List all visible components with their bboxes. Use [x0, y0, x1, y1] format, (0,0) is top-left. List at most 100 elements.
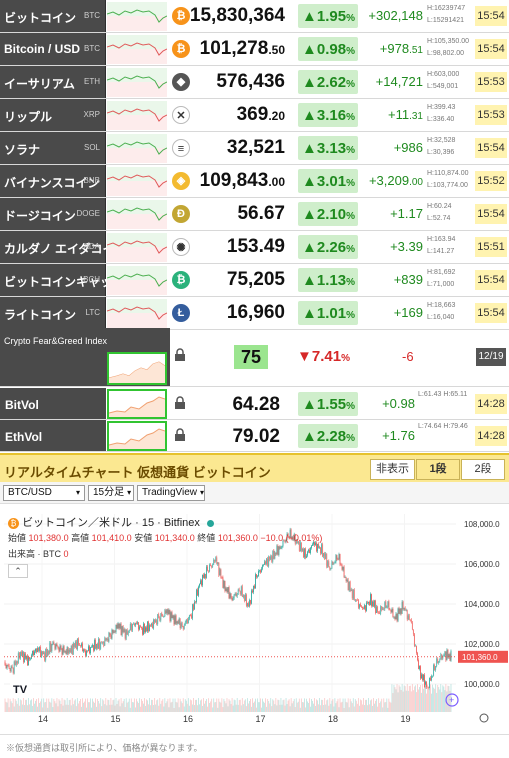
- candle-body: [287, 533, 289, 537]
- candle-body: [169, 610, 171, 621]
- tab-hide[interactable]: 非表示: [370, 459, 415, 480]
- candle-body: [223, 580, 225, 588]
- ticker-name-cell: バイナンスコイン BNB: [0, 165, 106, 197]
- candle-body: [133, 623, 135, 626]
- candle-body: [288, 536, 290, 538]
- ticker-row[interactable]: ビットコイン BTC ₿ 15,830,364 ▲1.95% +302,148 …: [0, 0, 509, 33]
- ticker-row[interactable]: バイナンスコイン BNB ◈ 109,843.00 ▲3.01% +3,209.…: [0, 165, 509, 198]
- volume-bar: [188, 705, 190, 712]
- volume-bar: [328, 705, 330, 712]
- volume-bar: [39, 702, 40, 712]
- ticker-symbol: BTC: [84, 11, 100, 20]
- pair-select[interactable]: BTC/USD ▾: [3, 485, 85, 501]
- candle-body: [186, 619, 188, 623]
- ticker-row[interactable]: イーサリアム ETH ◆ 576,436 ▲2.62% +14,721 H:60…: [0, 66, 509, 99]
- ticker-sparkline: [106, 233, 168, 262]
- interval-select[interactable]: 15分足 ▾: [88, 485, 134, 501]
- ticker-row[interactable]: ビットコインキャッシュ BCH ₿ 75,205 ▲1.13% +839 H:8…: [0, 264, 509, 297]
- volume-bar: [114, 705, 116, 712]
- ticker-pct-value: 3.16: [316, 107, 347, 124]
- volume-bar: [74, 699, 76, 712]
- candle-body: [373, 601, 374, 607]
- ticker-row[interactable]: リップル XRP ✕ 369.20 ▲3.16% +11.31 H:399.43…: [0, 99, 509, 132]
- x-tick-label: 19: [401, 714, 411, 724]
- ticker-high: H:603,000: [427, 71, 460, 78]
- candlestick-chart[interactable]: 108,000.0 106,000.0 104,000.0 102,000.0 100,…: [0, 504, 509, 732]
- tab-one-row[interactable]: 1段: [416, 459, 460, 480]
- ticker-row[interactable]: ドージコイン DOGE Ð 56.67 ▲2.10% +1.17 H:60.24…: [0, 198, 509, 231]
- candle-body: [245, 594, 247, 606]
- candle-body: [112, 629, 114, 633]
- ticker-row[interactable]: カルダノ エイダコイン ADA ✺ 153.49 ▲2.26% +3.39 H:…: [0, 231, 509, 264]
- volume-bar: [140, 706, 141, 712]
- ticker-row[interactable]: Bitcoin / USD BTC ₿ 101,278.50 ▲0.98% +9…: [0, 33, 509, 66]
- candle-body: [24, 653, 25, 663]
- candle-body: [44, 652, 46, 661]
- candle-body: [15, 661, 17, 666]
- ticker-sparkline: [106, 101, 168, 130]
- ticker-price-dec: .50: [268, 43, 285, 57]
- percent-sign: %: [346, 79, 355, 90]
- candle-body: [364, 605, 365, 609]
- tab-two-rows[interactable]: 2段: [461, 459, 505, 480]
- candle-body: [390, 609, 392, 613]
- volume-bar: [350, 701, 352, 712]
- candle-body: [136, 622, 137, 624]
- volume-bar: [66, 698, 68, 712]
- volume-bar: [286, 703, 288, 712]
- vol-name-cell: BitVol: [0, 388, 106, 419]
- volume-bar: [80, 698, 81, 712]
- candle-body: [394, 616, 396, 620]
- volume-bar: [205, 700, 206, 712]
- volatility-row[interactable]: BitVol 64.28 ▲1.55% +0.98 L:61.43 H:65.1…: [0, 388, 509, 420]
- volume-bar: [143, 703, 144, 712]
- ticker-row[interactable]: ソラナ SOL ≡ 32,521 ▲3.13% +986 H:32,528 L:3…: [0, 132, 509, 165]
- candle-body: [317, 543, 318, 552]
- provider-select[interactable]: TradingView ▾: [137, 485, 205, 501]
- candle-body: [374, 600, 375, 607]
- ticker-high: H:110,874.00: [427, 170, 469, 177]
- candle-body: [449, 654, 451, 661]
- volume-bar: [25, 699, 26, 712]
- volume-bar: [77, 703, 79, 712]
- candle-body: [6, 664, 8, 669]
- volume-bar: [50, 702, 52, 712]
- vol-name: BitVol: [5, 398, 39, 412]
- volume-bar: [340, 702, 342, 712]
- ticker-row[interactable]: ライトコイン LTC Ł 16,960 ▲1.01% +169 H:18,663…: [0, 297, 509, 330]
- volume-bar: [139, 698, 140, 712]
- ticker-price: 75,205: [227, 269, 285, 291]
- fear-greed-row[interactable]: Crypto Fear&Greed Index 75 ▼7.41% -6 12/…: [0, 328, 509, 387]
- ticker-price-int: 16,960: [226, 302, 285, 323]
- volatility-row[interactable]: EthVol 79.02 ▲2.28% +1.76 L:74.64 H:79.4…: [0, 420, 509, 452]
- volume-bar: [76, 698, 78, 712]
- candle-body: [264, 561, 266, 565]
- volume-bar: [46, 698, 48, 712]
- volume-bar: [159, 698, 161, 712]
- candle-body: [119, 623, 121, 629]
- ticker-high-low: H:81,692 L:71,000: [427, 267, 455, 291]
- volume-bar: [95, 698, 96, 712]
- volume-bar: [392, 693, 394, 712]
- candle-body: [445, 651, 447, 661]
- volume-bar: [417, 684, 418, 712]
- volume-bar: [227, 706, 229, 712]
- volume-bar: [150, 705, 151, 712]
- candle-body: [87, 650, 88, 652]
- candle-body: [401, 601, 403, 614]
- volume-bar: [441, 692, 443, 712]
- collapse-legend-button[interactable]: ⌃: [8, 564, 28, 578]
- candle-body: [189, 615, 191, 616]
- candle-body: [98, 638, 100, 649]
- volume-bar: [274, 704, 276, 712]
- volume-bar: [72, 704, 74, 712]
- candle-body: [375, 600, 376, 613]
- ticker-price-int: 56.67: [237, 203, 285, 224]
- price-chart[interactable]: 108,000.0 106,000.0 104,000.0 102,000.0 100,…: [0, 504, 509, 732]
- candle-body: [196, 589, 197, 603]
- volume-bar: [295, 698, 297, 712]
- candle-body: [312, 544, 313, 546]
- candle-body: [214, 559, 216, 562]
- candle-body: [279, 546, 281, 549]
- candle-body: [298, 541, 300, 551]
